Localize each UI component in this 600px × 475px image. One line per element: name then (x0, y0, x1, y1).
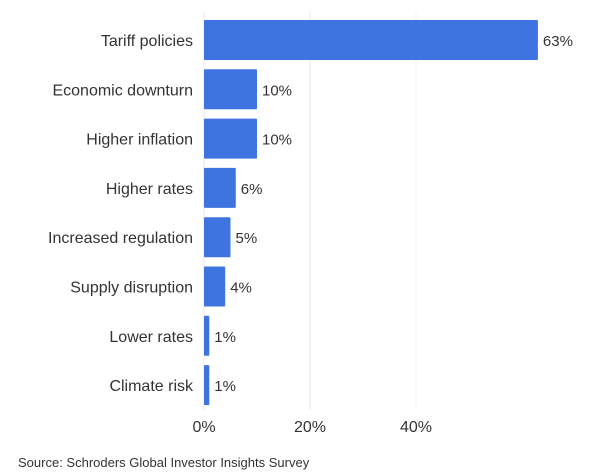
category-label: Supply disruption (70, 280, 193, 297)
bar (204, 365, 210, 406)
value-label: 63% (543, 33, 573, 50)
category-label: Increased regulation (48, 230, 193, 247)
bar-chart: Tariff policies Economic downturn Higher i… (48, 12, 573, 436)
category-label: Higher rates (106, 181, 193, 198)
category-labels: Tariff policies Economic downturn Higher i… (48, 33, 194, 395)
value-label: 5% (236, 230, 258, 247)
category-label: Tariff policies (101, 33, 193, 50)
category-label: Lower rates (109, 329, 193, 346)
x-tick-label: 20% (294, 419, 326, 436)
bars (204, 20, 538, 406)
bar (204, 217, 231, 258)
bar (204, 20, 538, 60)
x-tick-label: 40% (400, 419, 432, 436)
category-label: Climate risk (109, 378, 194, 395)
category-label: Higher inflation (86, 132, 193, 149)
value-label: 10% (262, 132, 292, 149)
value-label: 1% (214, 378, 236, 395)
value-label: 1% (214, 329, 236, 346)
category-label: Economic downturn (52, 82, 193, 99)
value-label: 4% (230, 280, 252, 297)
bar (204, 118, 257, 159)
value-label: 6% (241, 181, 263, 198)
bar (204, 315, 210, 356)
bar (204, 167, 236, 208)
value-label: 10% (262, 82, 292, 99)
bar (204, 266, 226, 307)
value-labels: 63% 10% 10% 6% 5% 4% 1% 1% (214, 33, 573, 395)
x-tick-label: 0% (192, 419, 215, 436)
source-note: Source: Schroders Global Investor Insigh… (18, 455, 310, 470)
x-axis-tick-labels: 0% 20% 40% (192, 419, 432, 436)
bar (204, 69, 257, 110)
